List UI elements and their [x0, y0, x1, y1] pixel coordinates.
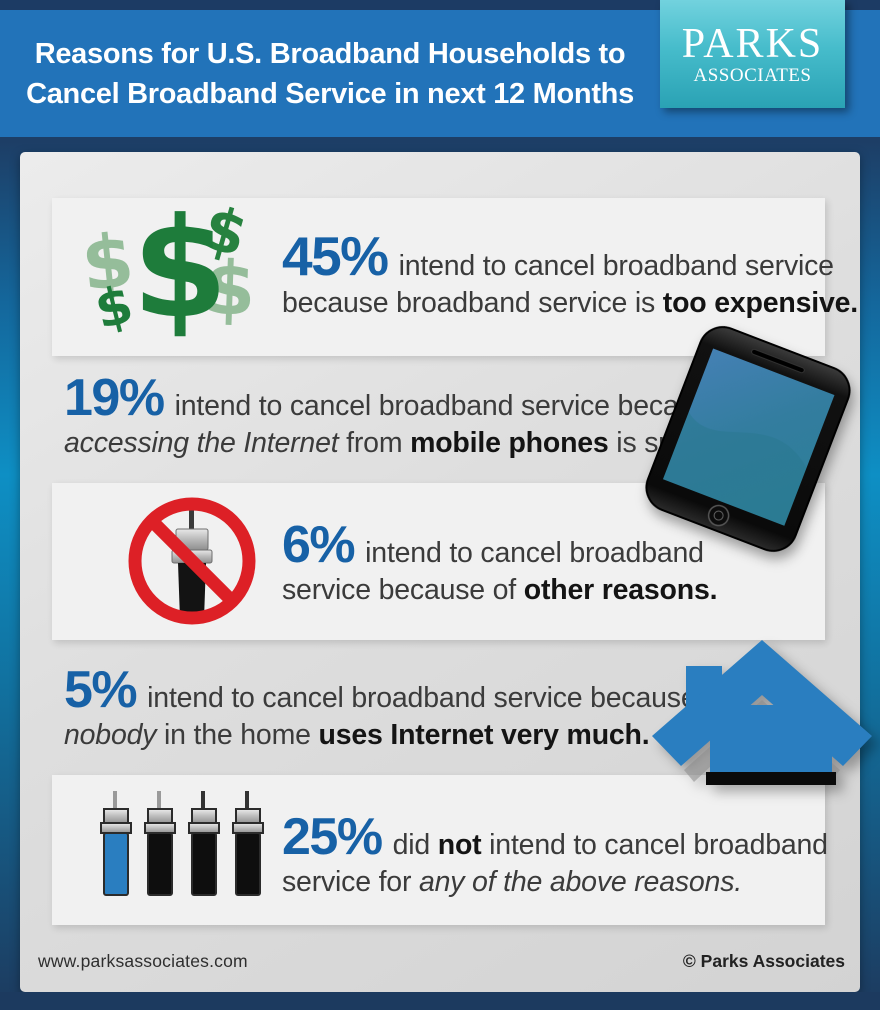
- page-title-line-1: Reasons for U.S. Broadband Households to: [34, 38, 626, 70]
- stat-text-italic: any of the above reasons.: [418, 866, 742, 898]
- stat-percentage: 19%: [64, 369, 165, 427]
- bottom-navy-bar: [0, 992, 880, 1010]
- dollar-sign-glyph: $: [132, 188, 229, 349]
- stat-percentage: 5%: [64, 661, 138, 719]
- stat-text: intend to cancel broadband: [481, 829, 828, 861]
- logo-text-parks: PARKS: [681, 21, 824, 67]
- dollar-signs-icon: $ $ $ $ $: [76, 188, 291, 352]
- no-broadband-cable-icon: [128, 497, 256, 625]
- stat-text-italic: accessing the Internet: [64, 427, 339, 459]
- stat-text-bold: other reasons.: [523, 574, 718, 606]
- stat-no-cancel: 25% did not intend to cancel broadband se…: [282, 811, 828, 901]
- stat-percentage: 25%: [282, 808, 383, 866]
- stat-nobody-uses-internet: 5% intend to cancel broadband service bec…: [64, 664, 697, 754]
- stat-text-italic: nobody: [64, 719, 157, 751]
- stat-text: service because of: [282, 574, 524, 606]
- stat-percentage: 6%: [282, 516, 356, 574]
- page-title-line-2: Cancel Broadband Service in next 12 Mont…: [26, 78, 634, 110]
- stat-text: intend to cancel broadband: [365, 537, 704, 569]
- stat-card-no-cancel: 25% did not intend to cancel broadband se…: [52, 775, 828, 925]
- stat-card-too-expensive: $ $ $ $ $ 45% intend to cancel broadband …: [52, 188, 858, 356]
- stat-text-bold: not: [437, 829, 482, 861]
- stat-text: in the home: [156, 719, 319, 751]
- parks-associates-logo: PARKS ASSOCIATES: [660, 0, 845, 108]
- stat-text: because broadband service is: [282, 287, 663, 319]
- stat-other-reasons: 6% intend to cancel broadband service bec…: [282, 519, 718, 609]
- cable-connectors-icon: [100, 791, 264, 896]
- stat-text: from: [338, 427, 411, 459]
- footer-copyright: © Parks Associates: [682, 951, 845, 971]
- house-icon: [652, 640, 872, 785]
- stat-text: intend to cancel broadband service becau…: [147, 682, 697, 714]
- page-title: Reasons for U.S. Broadband Households to…: [0, 34, 660, 114]
- footer-website: www.parksassociates.com: [38, 951, 248, 971]
- stat-text-bold: too expensive.: [662, 287, 858, 319]
- stat-text: intend to cancel broadband service: [398, 250, 834, 282]
- smartphone-icon: [645, 326, 851, 552]
- stat-percentage: 45%: [282, 225, 389, 287]
- stat-text-bold: uses Internet very much.: [318, 719, 650, 751]
- logo-text-associates: ASSOCIATES: [693, 65, 812, 86]
- content-panel: $ $ $ $ $ 45% intend to cancel broadband …: [20, 152, 872, 992]
- stat-text: did: [392, 829, 438, 861]
- stat-too-expensive: 45% intend to cancel broadband service be…: [282, 229, 858, 322]
- stat-text-bold: mobile phones: [410, 427, 609, 459]
- stat-text: service for: [282, 866, 419, 898]
- stat-text: intend to cancel broadband service becau…: [174, 390, 725, 422]
- top-navy-bar: [0, 0, 880, 10]
